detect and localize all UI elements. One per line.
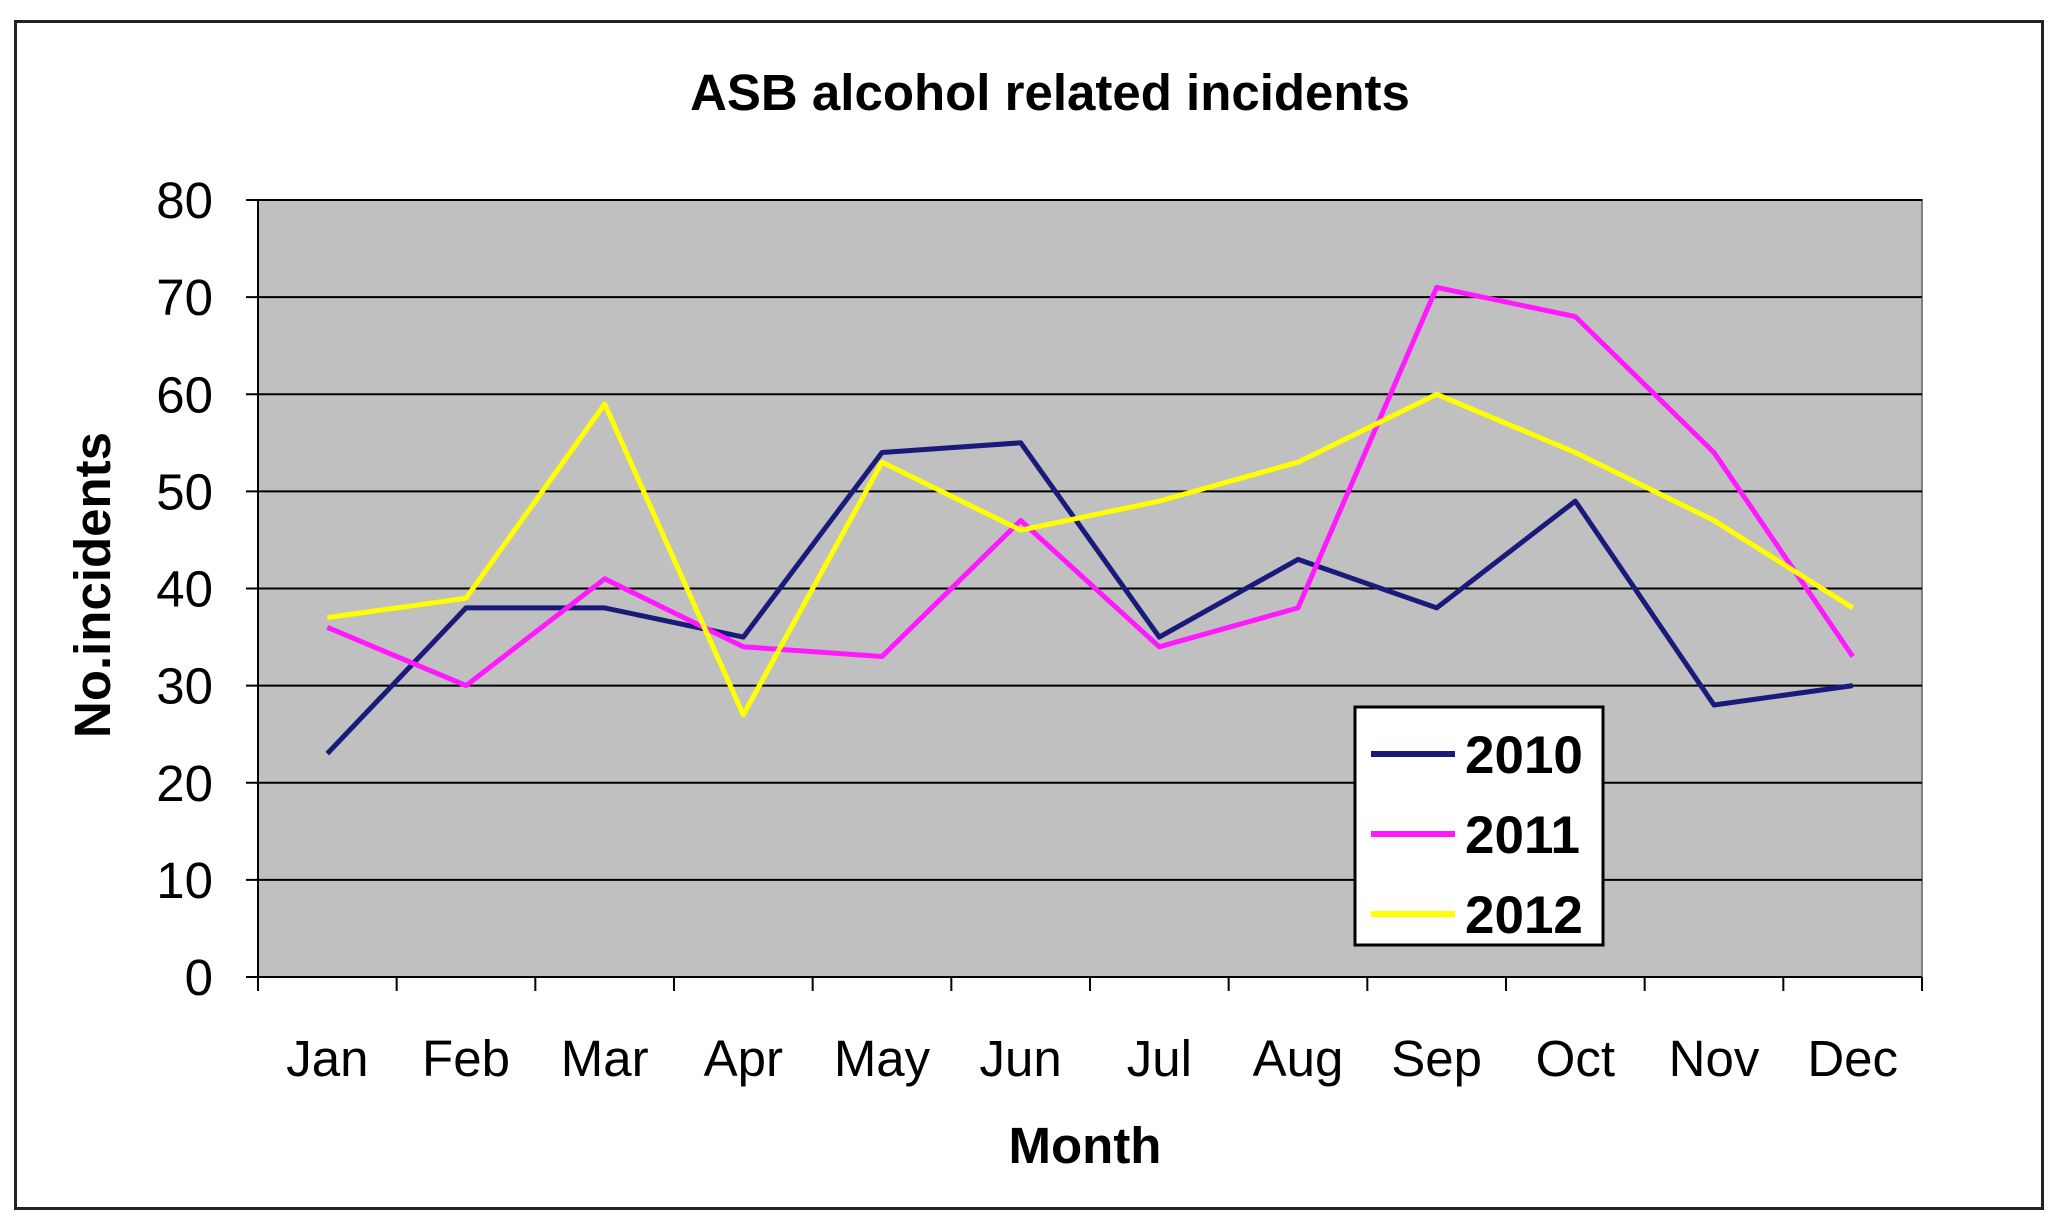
y-tick-label: 50: [156, 463, 213, 520]
x-tick-label: Feb: [422, 1030, 510, 1087]
x-tick-label: Nov: [1669, 1030, 1760, 1087]
series-line-2010: [325, 440, 1854, 756]
y-tick-label: 70: [156, 269, 213, 326]
legend-label: 2010: [1465, 726, 1583, 785]
x-tick-label: Jan: [286, 1030, 368, 1087]
x-tick-label: Jun: [980, 1030, 1062, 1087]
legend-label: 2012: [1465, 886, 1583, 945]
legend-box: [1353, 705, 1605, 947]
y-tick-label: 0: [185, 949, 213, 1006]
legend: 2010 2011 2012: [1353, 705, 1605, 947]
series-line-2011: [326, 284, 1855, 689]
x-tick-label: Apr: [704, 1030, 783, 1087]
x-tick-label: Aug: [1253, 1030, 1344, 1087]
y-axis-ticks: 0 10 20 30 40 50 60 70 80: [156, 172, 258, 1006]
y-tick-label: 20: [156, 755, 213, 812]
gridlines: [258, 199, 1922, 881]
x-tick-label: Dec: [1807, 1030, 1898, 1087]
series-lines: [325, 284, 1855, 756]
y-tick-label: 10: [156, 852, 213, 909]
x-tick-label: May: [834, 1030, 931, 1087]
chart-title: ASB alcohol related incidents: [690, 64, 1410, 121]
y-tick-label: 60: [156, 366, 213, 423]
series-line-2012: [326, 391, 1855, 718]
x-tick-label: Mar: [561, 1030, 649, 1087]
x-tick-label: Oct: [1536, 1030, 1615, 1087]
legend-label: 2011: [1465, 806, 1580, 865]
x-tick-label: Sep: [1391, 1030, 1482, 1087]
y-tick-label: 80: [156, 172, 213, 229]
x-axis-ticks: Jan Feb Mar Apr May Jun Jul Aug Sep Oct Nov Dec: [257, 977, 1923, 1087]
x-axis-title: Month: [1009, 1117, 1162, 1174]
y-axis-title: No.incidents: [64, 432, 121, 738]
x-tick-label: Jul: [1127, 1030, 1192, 1087]
y-tick-label: 30: [156, 658, 213, 715]
y-tick-label: 40: [156, 561, 213, 618]
